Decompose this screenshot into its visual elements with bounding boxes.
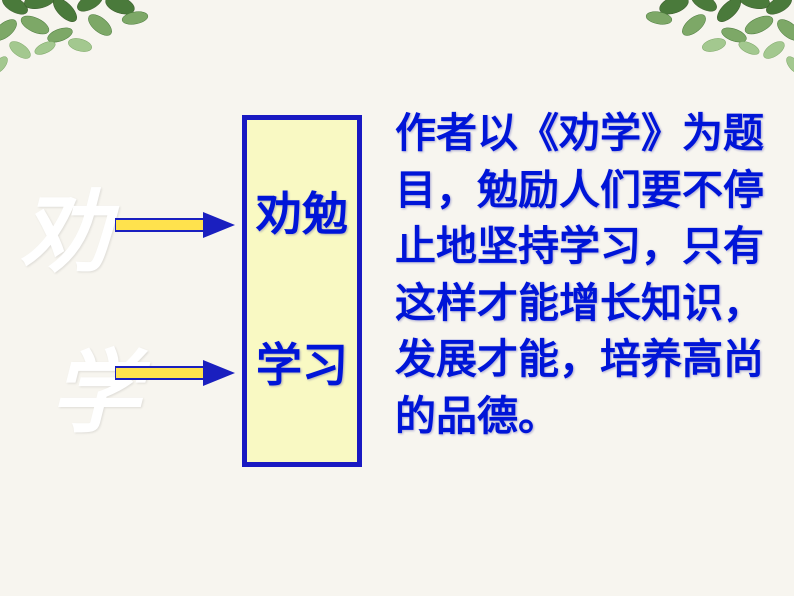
arrow-top <box>115 210 235 240</box>
center-box: 劝勉 学习 <box>242 115 362 467</box>
watermark-char-1: 劝 <box>20 160 110 290</box>
decorative-leaves-top-left <box>0 0 170 90</box>
decorative-leaves-top-right <box>624 0 794 90</box>
arrow-bottom <box>115 358 235 388</box>
body-paragraph: 作者以《劝学》为题目，勉励人们要不停止地坚持学习，只有这样才能增长知识，发展才能… <box>395 105 775 444</box>
box-text-2: 学习 <box>256 341 348 392</box>
box-text-1: 劝勉 <box>256 190 348 241</box>
